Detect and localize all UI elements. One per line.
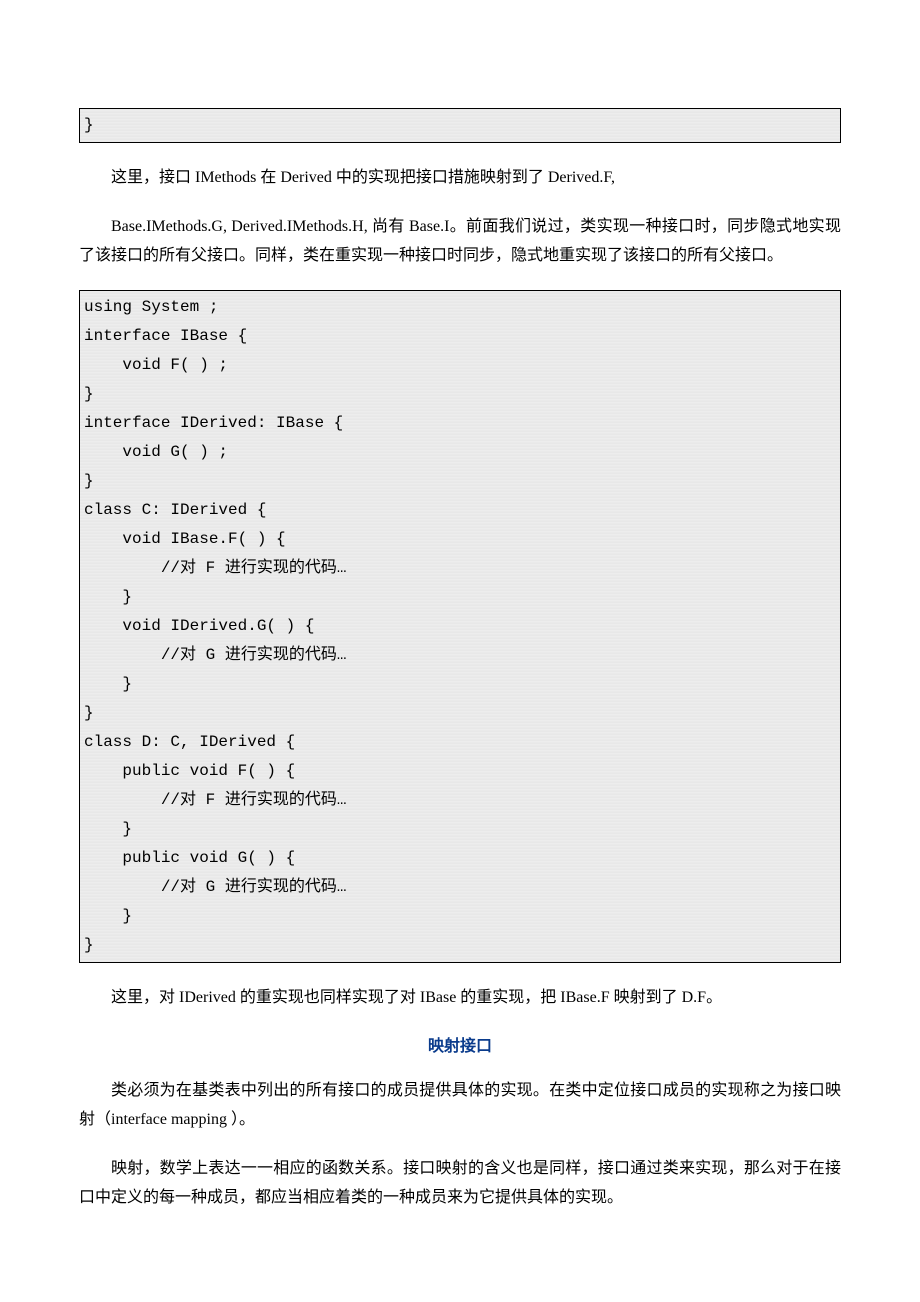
heading-mapping-interface: 映射接口 (79, 1032, 841, 1056)
code-block-2: using System ; interface IBase { void F(… (79, 290, 841, 963)
code-block-1: } (79, 108, 841, 143)
paragraph-1: 这里，接口 IMethods 在 Derived 中的实现把接口措施映射到了 D… (79, 163, 841, 192)
paragraph-3: 这里，对 IDerived 的重实现也同样实现了对 IBase 的重实现，把 I… (79, 983, 841, 1012)
code-text: } (84, 116, 94, 134)
paragraph-5: 映射，数学上表达一一相应的函数关系。接口映射的含义也是同样，接口通过类来实现，那… (79, 1154, 841, 1212)
paragraph-4: 类必须为在基类表中列出的所有接口的成员提供具体的实现。在类中定位接口成员的实现称… (79, 1076, 841, 1134)
paragraph-2: Base.IMethods.G, Derived.IMethods.H, 尚有 … (79, 212, 841, 270)
